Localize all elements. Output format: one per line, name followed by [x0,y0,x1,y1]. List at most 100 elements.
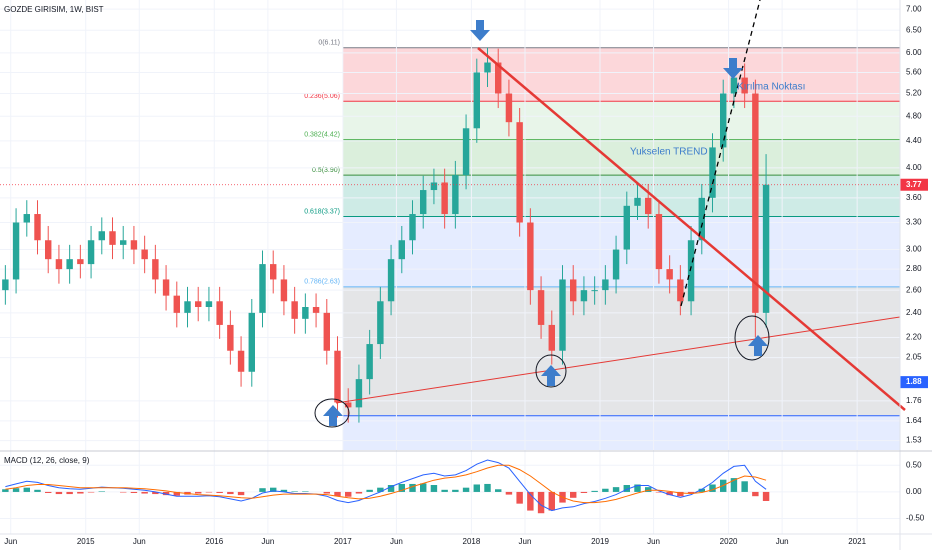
candle-body [216,301,223,325]
candle-body [473,72,480,129]
candle-body [698,197,705,241]
candle-body [527,222,534,291]
x-tick-label: 2016 [205,537,223,546]
candle-body [602,279,609,291]
circle [314,398,350,428]
dashed-trendline [680,0,761,307]
macd-histogram-bar [548,491,555,511]
x-tick-label: Jun [519,537,532,546]
candle-body [537,290,545,325]
candle-body [634,197,641,206]
candle-body [162,279,170,296]
macd-histogram-bar [623,485,630,492]
macd-histogram-bar [527,491,534,511]
candle-body [184,301,191,313]
fib-zone [343,175,900,217]
macd-histogram-bar [302,491,309,492]
candle-body [645,197,652,215]
macd-histogram-bar [216,491,223,493]
x-tick-label: Jun [390,537,403,546]
candle-body [580,290,588,302]
y-tick-label: 1.76 [906,396,922,405]
candle-body [462,128,470,176]
macd-histogram-bar [345,491,352,497]
macd-histogram-bar [677,491,684,497]
macd-histogram-bar [87,491,95,493]
macd-histogram-bar [430,485,438,492]
candles [2,47,770,423]
fib-label: 0.236(5.06) [304,93,340,100]
candle-body [366,344,373,380]
macd-histogram-bar [45,491,52,493]
candle-body [291,301,298,319]
x-tick-label: Jun [261,537,274,546]
candle-body [141,249,148,260]
candle-body [270,264,277,280]
x-tick-label: 2021 [848,537,866,546]
macd-histogram-bar [77,491,84,494]
macd-histogram-bar [698,488,705,492]
macd-histogram-bar [55,491,63,495]
fib-label: 0.382(4.42) [304,131,340,138]
fib-zone [343,47,900,102]
candle-body [55,259,63,270]
candle-body [655,214,663,270]
macd-histogram-bar [173,491,180,496]
candle-body [130,240,138,250]
rising-trendline [335,316,901,404]
x-tick-label: 2015 [77,537,95,546]
price-tag-label: 1.88 [906,377,922,386]
candle-body [666,269,673,280]
candle-body [355,379,363,408]
arrow-down [723,58,743,79]
y-tick-label: 5.60 [906,68,922,77]
candle-body [2,279,9,291]
candle-body [559,279,566,351]
x-tick-label: 2020 [720,537,738,546]
macd-histogram-bar [516,491,523,504]
y-tick-label: 6.50 [906,25,922,34]
macd-histogram-bar [441,489,448,492]
arrow-up [541,365,561,386]
macd-histogram-bar [162,491,170,496]
fib-zone [343,286,900,416]
signal-line [5,464,767,504]
candle-body [98,231,105,241]
macd-histogram-bar [687,491,695,493]
macd-histogram-bar [570,491,577,498]
candle-body [505,93,513,123]
candle-body [516,122,523,223]
macd-histogram-bar [323,491,330,494]
falling-trendline [477,47,906,411]
y-tick-label: 0.50 [906,460,922,469]
x-tick-label: Jun [4,537,17,546]
candle-body [720,93,727,148]
y-tick-label: 3.30 [906,218,922,227]
candle-body [420,190,427,215]
price-tag [900,178,928,191]
candle-body [152,259,159,280]
fib-label: 0(6.11) [318,40,340,47]
macd-histogram-bar [120,491,127,493]
macd-histogram-bar [98,491,105,492]
macd-histogram-bar [409,483,416,492]
candle-body [173,295,180,313]
candle-body [495,62,502,94]
arrow-down [470,20,490,41]
macd-histogram-bar [762,491,770,501]
macd-histogram-bar [205,491,213,493]
arrow-up [748,335,768,356]
candle-body [77,259,84,265]
candle-body [109,231,116,245]
y-tick-label: 2.40 [906,308,922,317]
macd-histogram-bar [23,487,30,492]
y-tick-label: 1.64 [906,416,922,425]
candle-body [398,240,405,260]
macd-histogram-bar [377,487,384,492]
candle-body [409,214,416,241]
macd-histogram-bar [462,487,470,492]
candle-body [430,182,438,191]
macd-histogram-bar [259,488,266,492]
x-tick-label: Jun [776,537,789,546]
candle-body [23,214,30,223]
